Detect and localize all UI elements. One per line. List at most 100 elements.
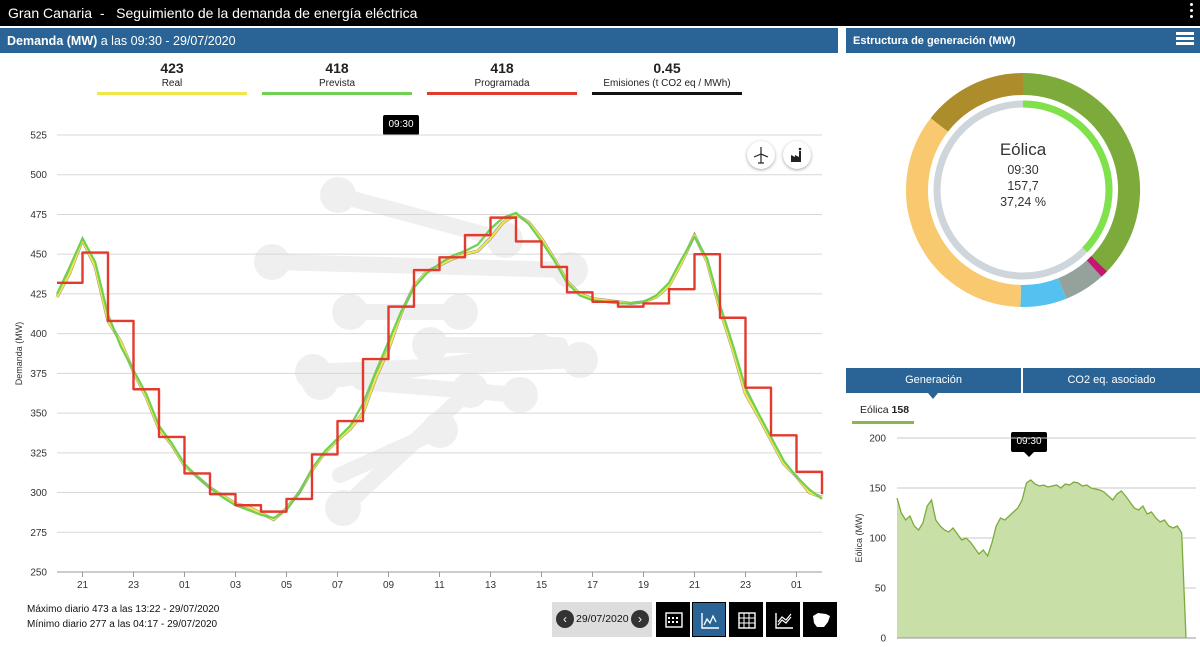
map-icon[interactable] <box>803 602 837 637</box>
kpi-prevista-value: 418 <box>325 60 349 76</box>
kpi-prevista[interactable]: 418 Prevista <box>262 60 412 95</box>
x-tick-label: 11 <box>434 580 445 591</box>
watermark-dot <box>552 252 588 288</box>
x-tick-label: 23 <box>740 580 752 591</box>
donut-label: Eólica <box>999 140 1047 159</box>
x-tick-label: 01 <box>791 580 803 591</box>
kpi-emisiones-bar <box>592 92 742 95</box>
y-tick-label: 375 <box>30 369 47 380</box>
watermark-dot <box>412 327 448 363</box>
kpi-real[interactable]: 423 Real <box>97 60 247 95</box>
donut-selected-ring <box>1022 100 1113 253</box>
generation-tabs: Generación CO2 eq. asociado <box>846 368 1200 399</box>
x-tick-label: 05 <box>281 580 293 591</box>
hamburger-menu-icon[interactable] <box>1176 32 1194 49</box>
line-chart-icon[interactable] <box>692 602 726 637</box>
generation-donut-chart[interactable] <box>893 60 1153 320</box>
x-tick-label: 09 <box>383 580 395 591</box>
more-options-icon[interactable] <box>1190 3 1194 21</box>
stacked-chart-icon[interactable] <box>766 602 800 637</box>
eolica-legend[interactable]: Eólica 158 <box>860 404 909 416</box>
date-selector[interactable]: ‹ 29/07/2020 › <box>552 602 652 637</box>
eolica-legend-name: Eólica <box>860 404 889 416</box>
donut-percent: 37,24 % <box>1000 195 1046 209</box>
kpi-real-value: 423 <box>160 60 184 76</box>
factory-icon[interactable] <box>783 141 811 169</box>
area-y-tick-label: 100 <box>869 534 886 545</box>
area-y-tick-label: 150 <box>869 484 886 495</box>
watermark-dot <box>325 490 361 526</box>
watermark-bar <box>264 254 578 278</box>
kpi-programada-bar <box>427 92 577 95</box>
watermark-dot <box>562 342 598 378</box>
kpi-real-label: Real <box>161 78 183 89</box>
watermark-dot <box>502 377 538 413</box>
donut-value: 157,7 <box>1007 179 1039 193</box>
donut-slice-slice-orange <box>906 118 1022 307</box>
watermark-dot <box>452 372 488 408</box>
watermark-dot <box>332 294 368 330</box>
tab-co2[interactable]: CO2 eq. asociado <box>1023 368 1200 393</box>
eolica-area-chart[interactable]: 0 50 100 150 200 Eólica (MW) <box>846 430 1200 645</box>
watermark-dot <box>254 244 290 280</box>
app-title: Gran Canaria - Seguimiento de la demanda… <box>8 5 418 21</box>
watermark-dot <box>442 294 478 330</box>
x-tick-label: 03 <box>230 580 242 591</box>
daily-max: Máximo diario 473 a las 13:22 - 29/07/20… <box>27 604 220 615</box>
area-y-tick-label: 0 <box>880 634 886 645</box>
area-time-tooltip: 09:30 <box>1011 432 1047 457</box>
kpi-prevista-bar <box>262 92 412 95</box>
y-tick-label: 350 <box>30 409 47 420</box>
next-day-button[interactable]: › <box>631 610 649 628</box>
kpi-prevista-label: Prevista <box>318 78 356 89</box>
donut-slice-slice-blue <box>1020 278 1067 307</box>
watermark-dot <box>422 412 458 448</box>
donut-center: Eólica 09:30 157,7 37,24 % <box>953 140 1093 209</box>
wind-turbine-icon[interactable] <box>747 141 775 169</box>
y-tick-label: 450 <box>30 250 47 261</box>
x-tick-label: 15 <box>536 580 548 591</box>
daily-min: Mínimo diario 277 a las 04:17 - 29/07/20… <box>27 619 218 630</box>
prev-day-button[interactable]: ‹ <box>556 610 574 628</box>
x-tick-label: 07 <box>332 580 344 591</box>
x-tick-label: 17 <box>587 580 599 591</box>
kpi-programada-label: Programada <box>474 78 530 89</box>
x-tick-label: 21 <box>689 580 701 591</box>
donut-slice-eólica <box>1022 73 1140 272</box>
active-tab-pointer <box>928 393 938 399</box>
donut-slice-slice-gray <box>1057 260 1102 299</box>
y-tick-label: 250 <box>30 568 47 579</box>
top-bar: Gran Canaria - Seguimiento de la demanda… <box>0 0 1200 26</box>
y-tick-label: 425 <box>30 289 47 300</box>
demand-panel-title: Demanda (MW) <box>7 34 98 48</box>
kpi-real-bar <box>97 92 247 95</box>
donut-time: 09:30 <box>1007 163 1039 177</box>
y-tick-label: 525 <box>30 131 47 142</box>
watermark-bar <box>330 187 513 248</box>
demand-chart[interactable]: 250 275 300 325 350 375 400 425 450 475 500 525 21 23… <box>0 120 840 600</box>
x-tick-label: 23 <box>128 580 140 591</box>
donut-slice-slice-olive <box>930 73 1024 132</box>
y-tick-label: 400 <box>30 329 47 340</box>
generation-panel-header: Estructura de generación (MW) <box>846 28 1200 53</box>
watermark-dot <box>320 177 356 213</box>
demand-panel-time: a las 09:30 - 29/07/2020 <box>97 34 236 48</box>
watermark-logo <box>254 177 598 526</box>
kpi-programada[interactable]: 418 Programada <box>427 60 577 95</box>
donut-slice-slice-magenta <box>1086 255 1108 277</box>
eolica-legend-value: 158 <box>891 404 910 416</box>
table-icon[interactable] <box>729 602 763 637</box>
eolica-area-fill <box>897 480 1186 638</box>
kpi-emisiones[interactable]: 0.45 Emisiones (t CO2 eq / MWh) <box>592 60 742 95</box>
eolica-legend-underline <box>852 421 914 424</box>
tab-generacion[interactable]: Generación <box>846 368 1021 393</box>
watermark-bar <box>352 374 528 403</box>
kpi-emisiones-label: Emisiones (t CO2 eq / MWh) <box>603 78 731 89</box>
y-axis-label: Demanda (MW) <box>14 322 24 386</box>
area-y-tick-label: 200 <box>869 434 886 445</box>
y-tick-label: 275 <box>30 528 47 539</box>
x-tick-label: 19 <box>638 580 650 591</box>
kpi-programada-value: 418 <box>490 60 514 76</box>
calendar-icon[interactable] <box>656 602 690 637</box>
current-date[interactable]: 29/07/2020 <box>576 613 629 625</box>
